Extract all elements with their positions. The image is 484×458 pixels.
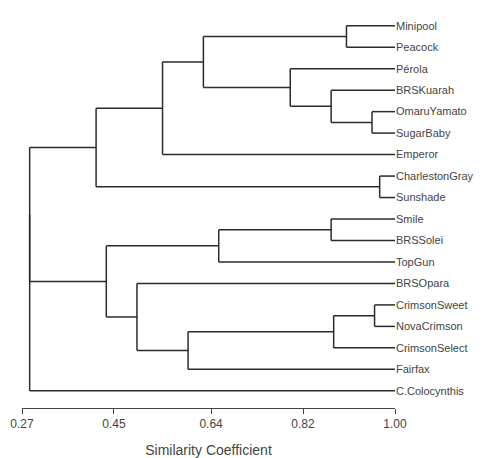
- svg-text:Peacock: Peacock: [396, 41, 439, 53]
- svg-text:NovaCrimson: NovaCrimson: [396, 320, 463, 332]
- svg-text:Emperor: Emperor: [396, 148, 439, 160]
- svg-text:CrimsonSweet: CrimsonSweet: [396, 299, 468, 311]
- svg-text:Sunshade: Sunshade: [396, 191, 446, 203]
- svg-text:CharlestonGray: CharlestonGray: [396, 170, 474, 182]
- svg-text:BRSSolei: BRSSolei: [396, 234, 443, 246]
- svg-text:0.45: 0.45: [102, 417, 126, 431]
- svg-text:BRSOpara: BRSOpara: [396, 277, 450, 289]
- svg-text:TopGun: TopGun: [396, 256, 435, 268]
- svg-text:Smile: Smile: [396, 213, 424, 225]
- svg-text:SugarBaby: SugarBaby: [396, 127, 451, 139]
- svg-text:0.27: 0.27: [10, 417, 34, 431]
- svg-text:C.Colocynthis: C.Colocynthis: [396, 385, 464, 397]
- svg-text:0.82: 0.82: [291, 417, 315, 431]
- svg-text:Pérola: Pérola: [396, 63, 429, 75]
- svg-text:BRSKuarah: BRSKuarah: [396, 84, 454, 96]
- svg-text:CrimsonSelect: CrimsonSelect: [396, 342, 468, 354]
- svg-text:0.64: 0.64: [199, 417, 223, 431]
- svg-text:Minipool: Minipool: [396, 20, 437, 32]
- svg-text:Similarity Coefficient: Similarity Coefficient: [145, 442, 272, 458]
- svg-text:1.00: 1.00: [383, 417, 407, 431]
- svg-text:Fairfax: Fairfax: [396, 363, 430, 375]
- svg-text:OmaruYamato: OmaruYamato: [396, 105, 467, 117]
